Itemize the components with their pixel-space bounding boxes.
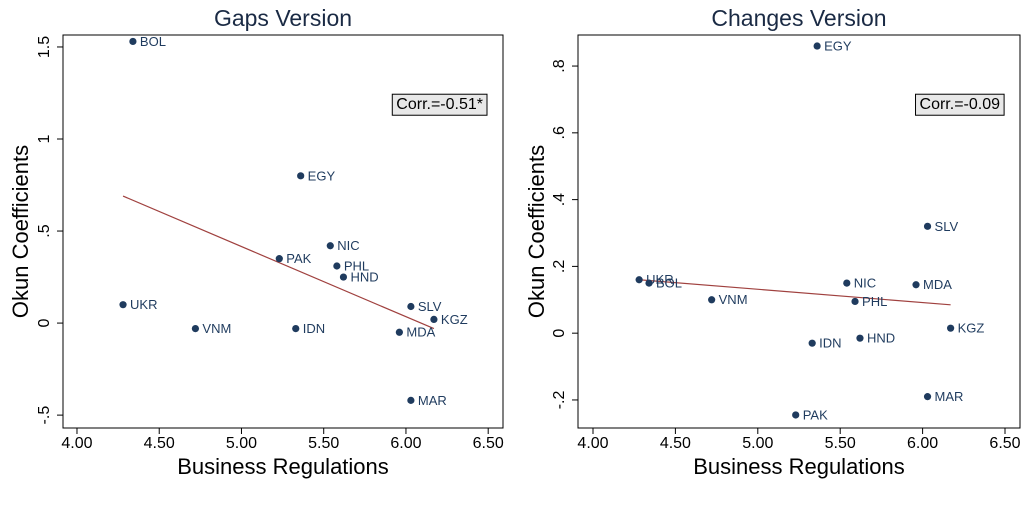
data-point [856,334,864,342]
y-tick-label: 0 [551,329,568,338]
point-label: BOL [656,276,682,291]
x-tick-label: 5.50 [308,435,339,452]
y-tick-label: 1.5 [36,36,53,58]
x-tick-label: 4.50 [660,435,691,452]
x-tick-label: 6.00 [390,435,421,452]
point-label: BOL [140,34,166,49]
fit-line [122,195,435,330]
point-label: HND [350,269,378,284]
x-tick-label: 5.50 [825,435,856,452]
x-tick-label: 4.00 [577,435,608,452]
x-tick-label: 6.00 [907,435,938,452]
point-label: MDA [406,325,435,340]
point-label: HND [867,331,895,346]
point-label: MDA [923,277,952,292]
point-label: IDN [303,321,325,336]
point-label: PAK [286,251,311,266]
data-point [708,296,716,304]
data-point [292,324,300,333]
annotation: Corr.=-0.51* [396,96,483,113]
y-tick-label: -.5 [36,406,53,425]
data-point [119,301,127,309]
data-point [430,315,438,323]
point-label: KGZ [441,312,468,327]
y-tick-label: .4 [551,193,568,206]
point-label: UKR [646,272,673,287]
data-point [297,172,305,180]
data-point [635,276,643,284]
data-point [808,339,816,347]
point-label: MAR [935,389,964,404]
data-point [923,222,932,230]
point-label: EGY [308,168,336,183]
plot-frame [577,34,1021,429]
fit-line [639,279,951,306]
data-point [191,324,200,333]
x-tick-label: 6.50 [989,435,1020,452]
annotation-box [391,93,488,116]
data-point [326,242,334,250]
data-point [923,393,932,401]
y-axis-title: Okun Coefficients [524,145,549,318]
point-label: VNM [202,321,231,336]
x-tick-label: 4.00 [61,435,92,452]
x-tick-label: 5.00 [742,435,773,452]
data-point [339,273,348,281]
data-point [407,396,415,404]
data-point [851,297,859,306]
y-tick-label: 1 [36,134,53,143]
y-axis-title: Okun Coefficients [8,145,33,318]
data-point [912,281,920,289]
point-label: SLV [935,219,959,234]
x-tick-label: 6.50 [473,435,504,452]
data-point [407,302,415,311]
data-point [645,279,653,287]
chart-title: Changes Version [711,5,886,31]
y-tick-label: 0 [36,319,53,328]
x-axis-title: Business Regulations [693,454,905,479]
data-point [275,255,283,263]
y-tick-label: .6 [551,126,568,139]
x-axis-title: Business Regulations [177,454,389,479]
annotation: Corr.=-0.09 [920,96,1001,113]
point-label: EGY [824,38,852,53]
data-point [947,324,955,332]
annotation-box [915,93,1005,116]
point-label: MAR [418,393,447,408]
data-point [333,262,341,270]
point-label: VNM [719,292,748,307]
data-point [843,279,851,287]
point-label: UKR [130,297,157,312]
chart-title: Gaps Version [214,5,352,31]
point-label: NIC [337,238,359,253]
x-tick-label: 5.00 [226,435,257,452]
y-tick-label: -.2 [551,391,568,410]
point-label: SLV [418,299,442,314]
data-point [792,411,800,419]
point-label: KGZ [958,321,985,336]
data-point [395,328,403,336]
x-tick-label: 4.50 [144,435,175,452]
point-label: PHL [344,258,369,273]
point-label: NIC [854,276,876,291]
point-label: PHL [862,294,887,309]
point-label: IDN [819,336,841,351]
point-label: PAK [803,407,828,422]
y-tick-label: .2 [551,260,568,273]
y-tick-label: .5 [36,224,53,237]
data-point [129,37,137,46]
data-point [813,42,821,50]
y-tick-label: .8 [551,59,568,72]
